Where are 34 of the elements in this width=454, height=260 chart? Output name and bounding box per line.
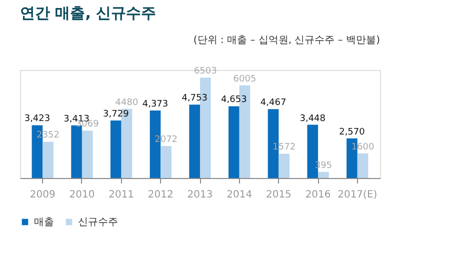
data-label: 3,729 [103,109,130,120]
x-tick-label: 2012 [148,190,174,200]
x-tick-label: 2011 [108,190,134,200]
legend-label: 신규수주 [78,217,118,228]
x-tick-label: 2015 [266,190,292,200]
x-tick-label: 2010 [69,190,95,200]
x-tick-label: 2014 [226,190,252,200]
data-label: 4,467 [260,98,286,108]
bar [318,172,329,178]
bar [71,125,82,178]
data-label: 3,448 [300,114,326,124]
data-label: 4,753 [182,94,208,104]
data-label: 3,423 [24,114,50,124]
data-label: 2,570 [339,127,366,138]
legend-label: 매출 [34,217,54,228]
data-label: 6503 [194,66,217,77]
x-tick-label: 2009 [30,190,56,200]
chart-subtitle: (단위 : 매출 – 십억원, 신규수주 – 백만불) [193,35,380,46]
bar [42,142,54,178]
bar [357,153,368,178]
data-label: 4,373 [142,100,168,110]
bar [278,154,290,178]
bar [160,146,172,178]
bar [228,106,240,178]
x-tick-label: 2016 [305,190,331,200]
bar [82,130,93,178]
chart-title: 연간 매출, 신규수주 [20,4,156,22]
x-tick-label: 2013 [187,190,213,200]
bar [189,104,200,178]
x-tick-label: 2017(E) [338,190,378,200]
data-label: 4,653 [221,95,247,106]
bar [110,120,122,178]
data-label: 6005 [233,74,256,84]
data-label: 4480 [115,98,138,108]
